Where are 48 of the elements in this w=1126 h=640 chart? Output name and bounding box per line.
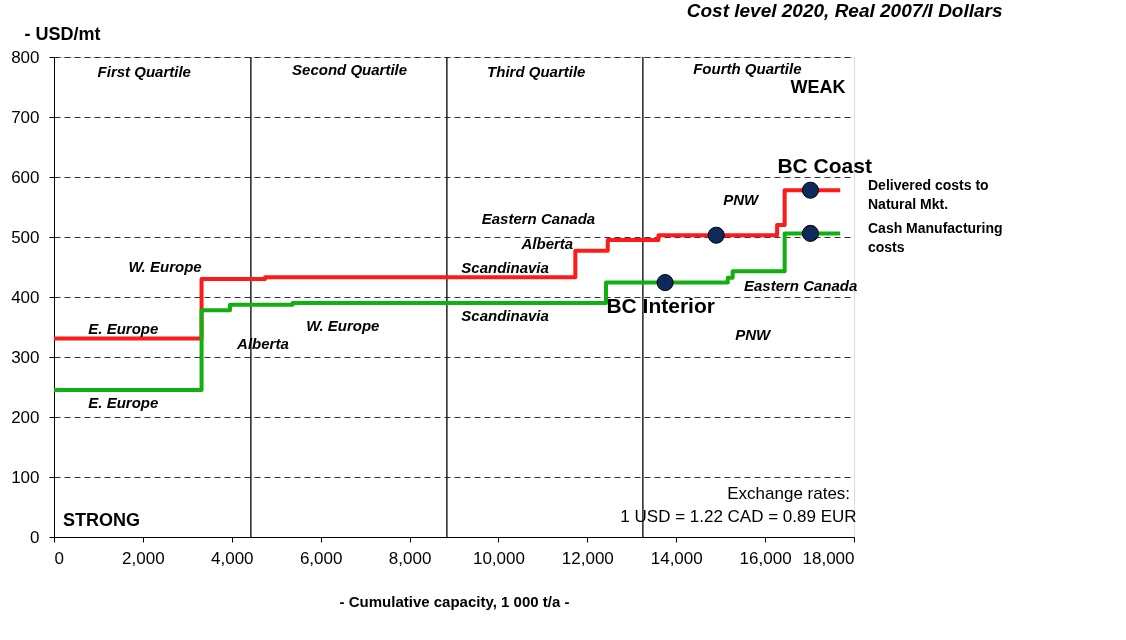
annotation: W. Europe: [128, 258, 202, 275]
annotation: Scandinavia: [461, 306, 549, 324]
annotation: First Quartile: [97, 63, 191, 80]
point: [707, 226, 725, 244]
annotation: E. Europe: [88, 393, 159, 411]
annotation: Eastern Canada: [481, 210, 596, 227]
annotation: Exchange rates:: [727, 483, 851, 503]
x-tick-label: 6,000: [299, 548, 343, 568]
y-tick-label: 300: [11, 347, 40, 367]
annotation: W. Europe: [306, 316, 380, 334]
annotation: BC Coast: [777, 154, 872, 178]
y-tick-label: 200: [11, 407, 40, 427]
y-tick-label: 600: [11, 167, 40, 187]
annotation: Third Quartile: [487, 63, 586, 80]
x-tick-label: 4,000: [211, 548, 254, 568]
annotation: E. Europe: [88, 320, 159, 338]
point: [801, 224, 820, 242]
y-tick-label: 100: [11, 467, 40, 487]
point: [656, 274, 674, 292]
y-tick-label: 400: [11, 287, 40, 307]
x-tick-label: 18,000: [802, 548, 855, 568]
annotation: WEAK: [790, 76, 846, 97]
annotation: PNW: [723, 191, 760, 209]
annotation: BC Interior: [606, 294, 715, 318]
y-axis-title: - USD/mt: [24, 23, 101, 44]
annotation: Eastern Canada: [743, 277, 858, 295]
x-axis-title: - Cumulative capacity, 1 000 t/a -: [339, 592, 570, 610]
y-tick-label: 0: [30, 527, 40, 547]
annotation: Scandinavia: [461, 258, 549, 276]
x-tick-label: 12,000: [561, 548, 614, 568]
annotation: Fourth Quartile: [693, 60, 802, 77]
x-tick-label: 14,000: [650, 548, 703, 568]
annotation: Second Quartile: [292, 61, 408, 79]
text: Delivered costs to Natural Mkt.: [868, 177, 989, 213]
x-tick-label: 8,000: [388, 548, 432, 568]
x-tick-label: 10,000: [472, 548, 525, 568]
annotation: STRONG: [63, 510, 141, 531]
y-tick-label: 700: [11, 107, 40, 127]
x-tick-label: 0: [54, 548, 64, 568]
y-tick-label: 500: [11, 227, 40, 247]
annotation: Alberta: [520, 235, 574, 253]
text: Cash Manufacturing costs: [868, 220, 1003, 256]
annotation: PNW: [735, 326, 772, 344]
y-tick-label: 800: [11, 47, 40, 67]
chart-subtitle: Cost level 2020, Real 2007/I Dollars: [686, 0, 1003, 21]
x-tick-label: 16,000: [739, 548, 792, 568]
x-tick-label: 2,000: [122, 548, 165, 568]
point: [801, 181, 820, 199]
